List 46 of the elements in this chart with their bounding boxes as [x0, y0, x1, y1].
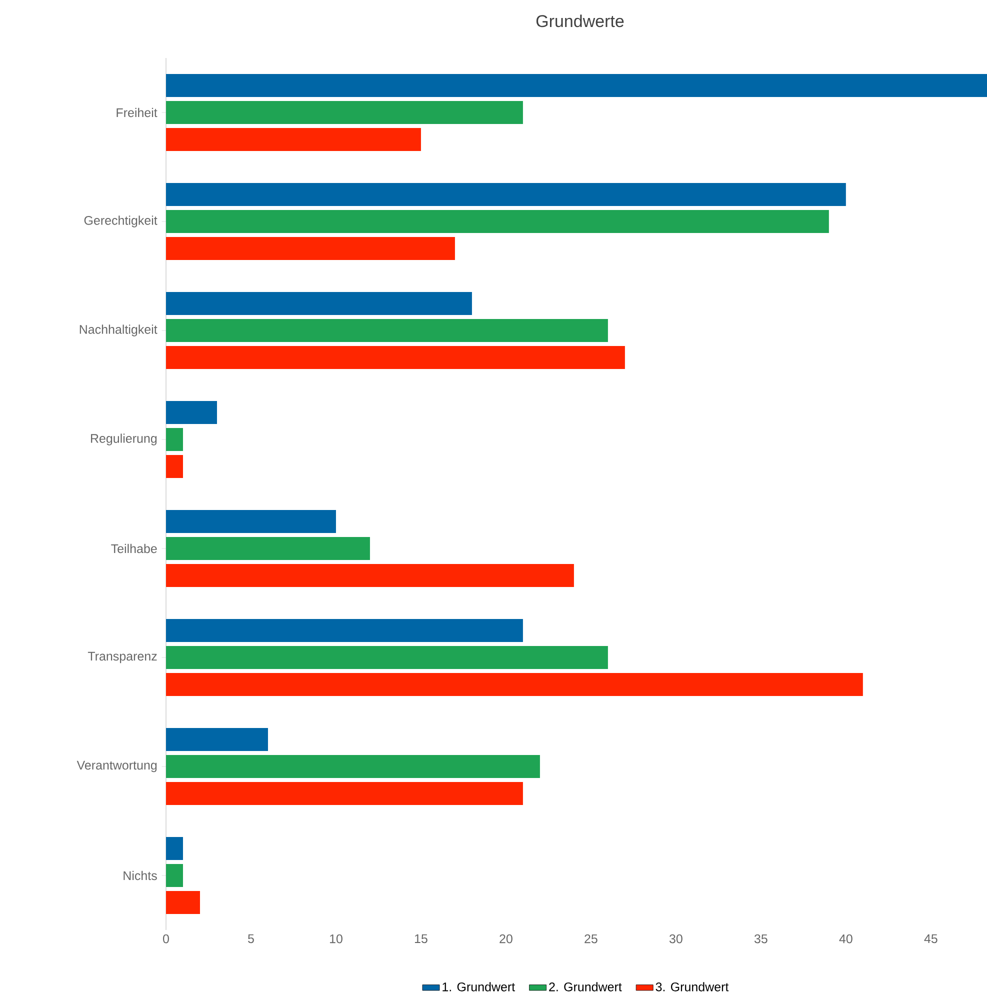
x-tick-label: 5 [248, 934, 254, 944]
bar [166, 728, 268, 752]
x-tick-label: 10 [330, 934, 342, 944]
x-tick-label: 45 [924, 934, 938, 944]
x-tick-label: 35 [754, 934, 768, 944]
bar [166, 401, 217, 424]
bar [166, 210, 829, 234]
bar [166, 537, 370, 560]
bar [166, 455, 183, 478]
bar [166, 646, 608, 670]
x-tick-label: 15 [414, 934, 428, 944]
bar [166, 510, 336, 534]
y-tick-label: Nachhaltigkeit [80, 324, 158, 336]
x-tick-label: 30 [669, 934, 682, 944]
x-tick-label: 0 [163, 934, 169, 944]
x-tick-label: 25 [584, 934, 598, 944]
bar [166, 619, 523, 642]
bar [166, 128, 421, 152]
y-tick-label: Nichts [124, 870, 157, 880]
x-tick-label: 20 [500, 934, 512, 944]
y-tick-label: Teilhabe [111, 544, 157, 554]
y-tick-label: Freiheit [116, 108, 158, 118]
bar [166, 864, 183, 888]
bar [166, 782, 523, 806]
legend-label: 3. Grundwert [656, 982, 729, 992]
bar [166, 428, 183, 452]
x-tick-label: 40 [839, 934, 852, 944]
bar [166, 837, 183, 860]
bar [166, 183, 846, 206]
bar [166, 891, 200, 914]
bar [166, 673, 863, 696]
chart-title: Grundwerte [536, 14, 624, 28]
legend-label: 1. Grundwert [442, 982, 515, 992]
y-tick-label: Transparenz [88, 652, 157, 664]
bar [166, 292, 472, 316]
legend-label: 2. Grundwert [549, 982, 622, 992]
bar [166, 319, 608, 342]
bar [166, 346, 625, 370]
bar [166, 74, 987, 97]
bar [166, 564, 574, 588]
bar [166, 101, 523, 124]
y-tick-label: Verantwortung [76, 760, 157, 772]
bar [166, 237, 455, 260]
y-tick-label: Gerechtigkeit [84, 216, 158, 228]
bar [166, 755, 540, 778]
y-tick-label: Regulierung [91, 434, 157, 446]
